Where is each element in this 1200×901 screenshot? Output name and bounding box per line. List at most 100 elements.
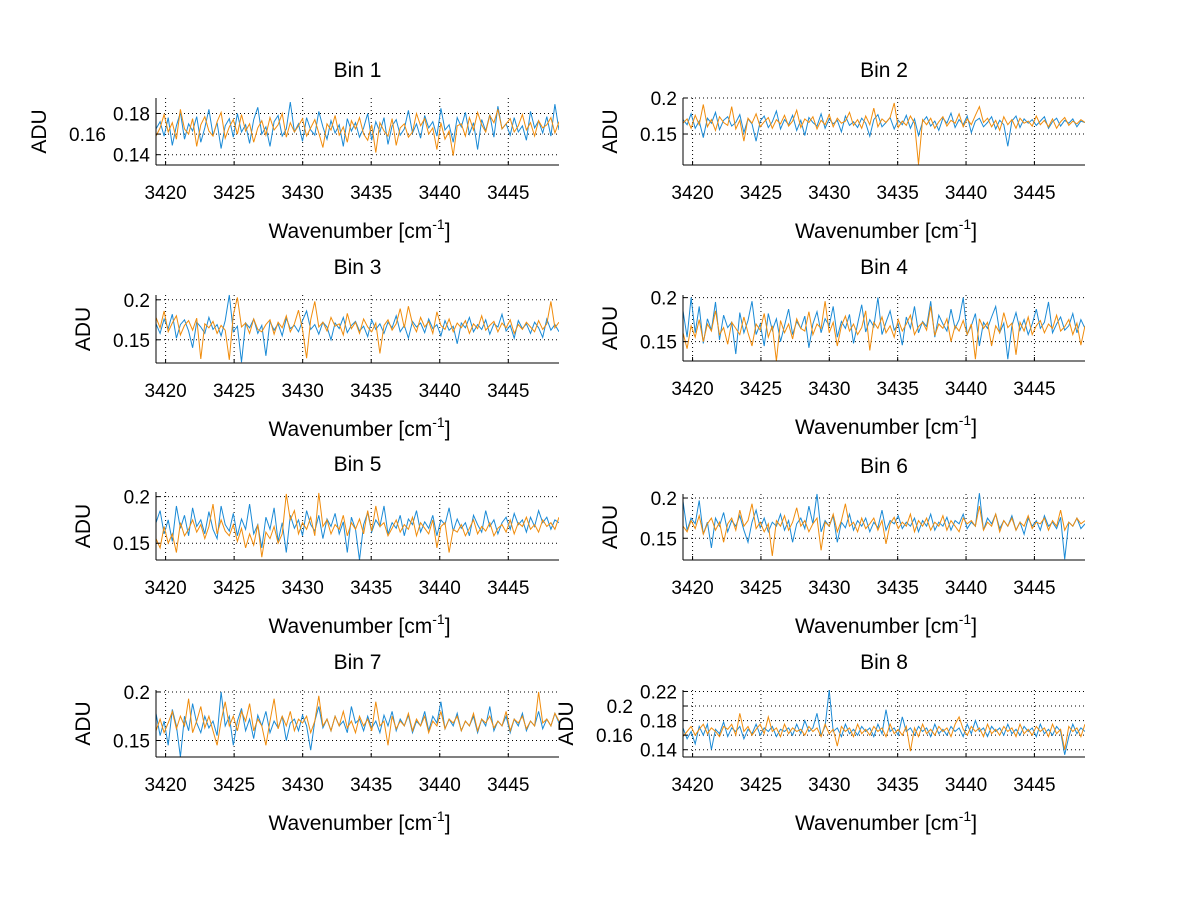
x-tick-label: 3440 [419, 775, 461, 796]
x-tick-label: 3425 [213, 183, 255, 204]
series-line-orange [156, 297, 559, 360]
x-tick-label: 3445 [487, 381, 529, 402]
x-tick-label: 3435 [877, 183, 919, 204]
x-tick-label: 3425 [213, 578, 255, 599]
series-line-orange [683, 503, 1085, 557]
y-tick-label: 0.14 [640, 741, 677, 762]
y-tick-label: 0.15 [640, 529, 677, 550]
y-tick-label: 0.16 [596, 726, 633, 747]
x-tick-label: 3430 [808, 578, 850, 599]
x-axis-label: Wavenumber [cm-1] [795, 412, 977, 439]
y-tick-label: 0.2 [651, 89, 677, 110]
x-tick-label: 3425 [740, 379, 782, 400]
x-tick-label: 3430 [808, 183, 850, 204]
y-axis-label: ADU [72, 504, 95, 548]
subplot-bin-3: 3420 3425 3430 3435 3440 3445 0.15 0.2 Bin 3 Wave… [72, 256, 559, 441]
y-tick-label: 0.2 [124, 488, 150, 509]
x-tick-label: 3435 [877, 578, 919, 599]
y-tick-label: 0.15 [640, 125, 677, 146]
y-tick-label: 0.15 [113, 731, 150, 752]
subplot-bin-4: 3420 3425 3430 3435 3440 3445 0.15 0.2 Bin 4 Wave… [599, 256, 1085, 439]
series-line-blue [683, 493, 1085, 560]
x-tick-label: 3445 [1013, 578, 1055, 599]
x-tick-label: 3420 [671, 775, 713, 796]
x-tick-label: 3445 [1013, 183, 1055, 204]
x-tick-label: 3430 [282, 578, 324, 599]
x-axis-label: Wavenumber [cm-1] [268, 808, 450, 835]
x-tick-label: 3430 [282, 775, 324, 796]
y-axis-label: ADU [28, 109, 51, 153]
y-tick-label: 0.2 [124, 291, 150, 312]
series-line-blue [683, 109, 1085, 147]
subplot-title: Bin 4 [860, 256, 908, 279]
subplot-bin-7: 3420 3425 3430 3435 3440 3445 0.15 0.2 Bin 7 Wave… [72, 651, 559, 835]
y-axis-label: ADU [599, 505, 622, 549]
y-tick-label: 0.2 [124, 683, 150, 704]
y-tick-label: 0.15 [113, 534, 150, 555]
x-tick-label: 3420 [671, 578, 713, 599]
subplot-bin-5: 3420 3425 3430 3435 3440 3445 0.15 0.2 Bin 5 Wave… [72, 453, 559, 638]
x-tick-label: 3425 [213, 775, 255, 796]
series-line-orange [683, 102, 1085, 165]
y-tick-label: 0.15 [113, 331, 150, 352]
x-tick-label: 3420 [144, 381, 186, 402]
x-tick-label: 3425 [213, 381, 255, 402]
y-tick-label: 0.18 [113, 104, 150, 125]
subplot-bin-2: 3420 3425 3430 3435 3440 3445 0.15 0.2 Bin 2 Wave… [599, 59, 1085, 243]
x-tick-label: 3425 [740, 578, 782, 599]
series-line-blue [156, 504, 559, 560]
x-tick-label: 3435 [877, 379, 919, 400]
y-tick-label: 0.16 [69, 125, 106, 146]
x-tick-label: 3445 [487, 578, 529, 599]
y-tick-label: 0.2 [607, 697, 633, 718]
series-line-orange [156, 691, 559, 746]
x-tick-label: 3435 [350, 381, 392, 402]
series-line-blue [683, 297, 1085, 360]
x-tick-label: 3440 [945, 379, 987, 400]
y-tick-label: 0.22 [640, 682, 677, 703]
series-line-orange [156, 492, 559, 558]
subplot-bin-8: 3420 3425 3430 3435 3440 3445 0.14 0.16 0.18 0.2 0… [555, 651, 1085, 835]
y-tick-label: 0.2 [651, 289, 677, 310]
x-tick-label: 3440 [419, 183, 461, 204]
x-tick-label: 3445 [487, 775, 529, 796]
x-axis-label: Wavenumber [cm-1] [268, 216, 450, 243]
x-axis-label: Wavenumber [cm-1] [268, 611, 450, 638]
y-axis-label: ADU [555, 701, 578, 745]
subplot-title: Bin 2 [860, 59, 908, 82]
x-tick-label: 3440 [945, 578, 987, 599]
x-tick-label: 3420 [144, 578, 186, 599]
subplot-title: Bin 1 [334, 59, 382, 82]
x-tick-label: 3425 [740, 775, 782, 796]
x-tick-label: 3430 [808, 775, 850, 796]
y-tick-label: 0.2 [651, 489, 677, 510]
y-tick-label: 0.15 [640, 333, 677, 354]
x-tick-label: 3425 [740, 183, 782, 204]
x-tick-label: 3430 [282, 183, 324, 204]
subplot-bin-6: 3420 3425 3430 3435 3440 3445 0.15 0.2 Bin 6 Wave… [599, 455, 1085, 638]
x-tick-label: 3420 [671, 183, 713, 204]
x-tick-label: 3430 [282, 381, 324, 402]
subplot-title: Bin 6 [860, 455, 908, 478]
series-line-orange [683, 301, 1085, 361]
x-tick-label: 3440 [945, 775, 987, 796]
x-tick-label: 3420 [144, 775, 186, 796]
y-axis-label: ADU [599, 109, 622, 153]
x-tick-label: 3440 [419, 381, 461, 402]
y-tick-label: 0.18 [640, 712, 677, 733]
x-axis-label: Wavenumber [cm-1] [268, 414, 450, 441]
subplot-title: Bin 8 [860, 651, 908, 674]
x-axis-label: Wavenumber [cm-1] [795, 216, 977, 243]
x-tick-label: 3430 [808, 379, 850, 400]
subplot-title: Bin 3 [334, 256, 382, 279]
subplot-title: Bin 5 [334, 453, 382, 476]
x-tick-label: 3445 [1013, 379, 1055, 400]
x-tick-label: 3445 [487, 183, 529, 204]
subplot-bin-1: 3420 3425 3430 3435 3440 3445 0.14 0.16 0.18 Bin … [28, 59, 559, 243]
x-tick-label: 3435 [350, 578, 392, 599]
x-tick-label: 3435 [877, 775, 919, 796]
y-axis-label: ADU [72, 307, 95, 351]
series-line-blue [156, 691, 559, 757]
series-line-orange [156, 109, 559, 156]
